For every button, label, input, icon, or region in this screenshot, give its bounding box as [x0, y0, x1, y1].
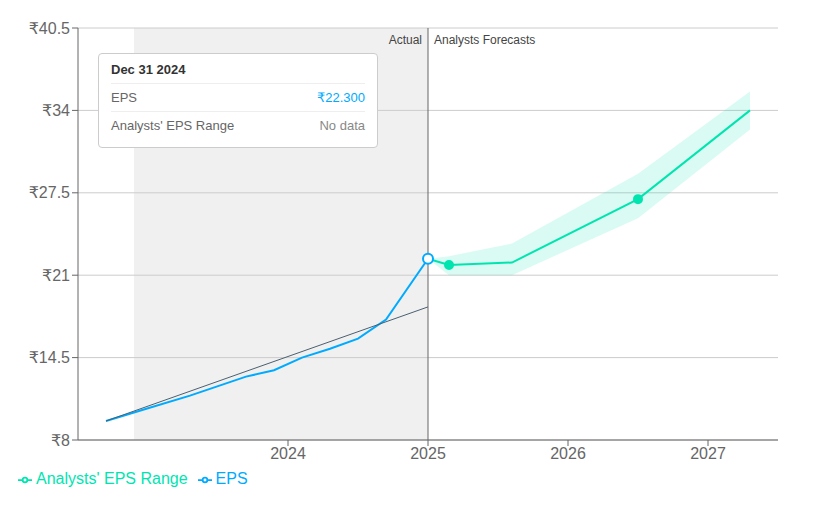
svg-text:2025: 2025: [410, 445, 446, 462]
html-text:Dec 31 2024: Dec 31 2024: [111, 62, 186, 77]
svg-text:₹27.5: ₹27.5: [29, 184, 70, 201]
svg-text:₹14.5: ₹14.5: [29, 349, 70, 366]
html-text:EPS: EPS: [111, 90, 137, 105]
svg-text:2026: 2026: [550, 445, 586, 462]
svg-text:2024: 2024: [270, 445, 306, 462]
svg-text:₹40.5: ₹40.5: [29, 20, 70, 37]
html-text:Analysts' EPS Range: Analysts' EPS Range: [111, 118, 235, 133]
svg-text:Analysts Forecasts: Analysts Forecasts: [434, 33, 535, 47]
svg-text:₹21: ₹21: [42, 267, 70, 284]
svg-text:₹34: ₹34: [42, 102, 70, 119]
svg-text:₹8: ₹8: [51, 432, 70, 449]
html-text:No data: No data: [319, 118, 365, 133]
html-text:₹22.300: ₹22.300: [317, 90, 365, 105]
html-text:Analysts' EPS Range: Analysts' EPS Range: [36, 470, 188, 487]
html-text:EPS: EPS: [215, 470, 248, 487]
svg-text:2027: 2027: [690, 445, 726, 462]
svg-text:Actual: Actual: [389, 33, 422, 47]
